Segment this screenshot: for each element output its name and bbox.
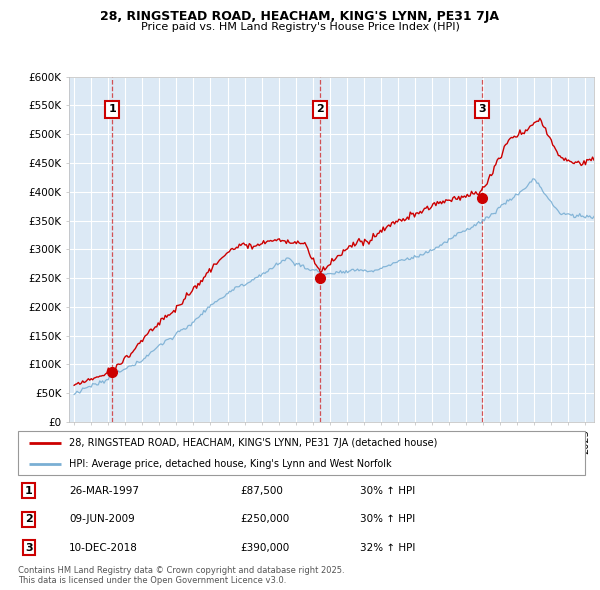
Text: 30% ↑ HPI: 30% ↑ HPI	[360, 514, 415, 524]
Text: 10-DEC-2018: 10-DEC-2018	[69, 543, 138, 552]
Text: £87,500: £87,500	[240, 486, 283, 496]
Text: 26-MAR-1997: 26-MAR-1997	[69, 486, 139, 496]
Text: 1: 1	[25, 486, 32, 496]
Text: Price paid vs. HM Land Registry's House Price Index (HPI): Price paid vs. HM Land Registry's House …	[140, 22, 460, 32]
Text: £250,000: £250,000	[240, 514, 289, 524]
Text: 30% ↑ HPI: 30% ↑ HPI	[360, 486, 415, 496]
Text: 32% ↑ HPI: 32% ↑ HPI	[360, 543, 415, 552]
Text: 3: 3	[478, 104, 486, 114]
Text: 09-JUN-2009: 09-JUN-2009	[69, 514, 135, 524]
Text: HPI: Average price, detached house, King's Lynn and West Norfolk: HPI: Average price, detached house, King…	[69, 459, 392, 469]
Text: 3: 3	[25, 543, 32, 552]
Text: 28, RINGSTEAD ROAD, HEACHAM, KING'S LYNN, PE31 7JA (detached house): 28, RINGSTEAD ROAD, HEACHAM, KING'S LYNN…	[69, 438, 437, 448]
Text: 2: 2	[25, 514, 32, 524]
Text: 2: 2	[316, 104, 324, 114]
Text: £390,000: £390,000	[240, 543, 289, 552]
Text: 1: 1	[108, 104, 116, 114]
Text: Contains HM Land Registry data © Crown copyright and database right 2025.
This d: Contains HM Land Registry data © Crown c…	[18, 566, 344, 585]
Text: 28, RINGSTEAD ROAD, HEACHAM, KING'S LYNN, PE31 7JA: 28, RINGSTEAD ROAD, HEACHAM, KING'S LYNN…	[101, 10, 499, 23]
